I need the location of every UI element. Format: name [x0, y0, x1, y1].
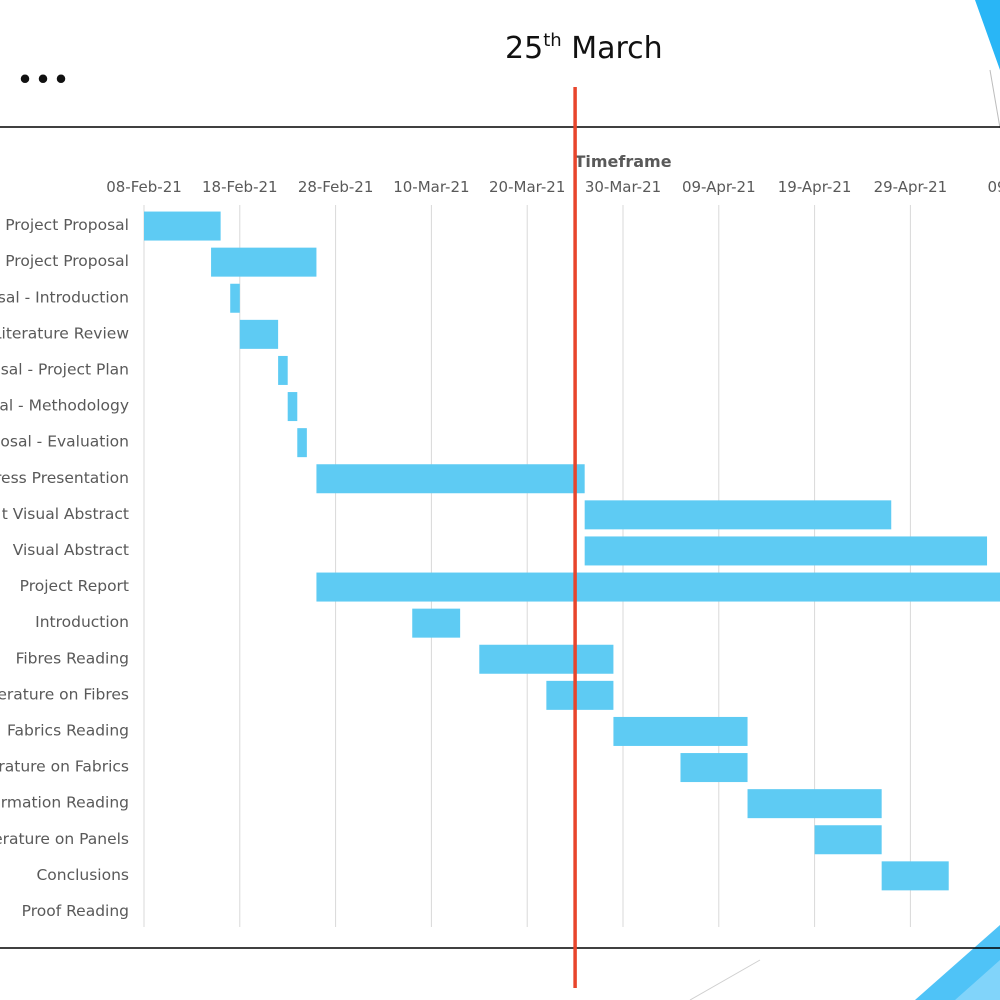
task-bar	[479, 644, 614, 674]
task-bar	[278, 355, 288, 385]
task-label: Fabrics Reading	[7, 721, 129, 739]
today-marker-day: 25	[505, 31, 544, 66]
task-bar	[412, 608, 461, 638]
task-bar	[613, 716, 748, 746]
task-bar	[881, 861, 949, 891]
task-label: erature on Fibres	[0, 685, 129, 703]
task-label: ress Presentation	[0, 469, 129, 487]
task-bar	[584, 536, 988, 566]
task-bar	[680, 753, 748, 783]
task-bars	[144, 211, 1000, 891]
task-label: Conclusions	[36, 866, 129, 884]
task-bar	[230, 283, 240, 313]
task-bar	[287, 392, 298, 422]
task-label: Literature Review	[0, 324, 129, 342]
x-axis-title: Timeframe	[574, 152, 671, 171]
task-bar	[584, 500, 892, 530]
task-label: Project Proposal	[5, 216, 129, 234]
task-bar	[316, 572, 1000, 602]
x-tick-label: 08-Feb-21	[106, 178, 182, 196]
task-label: Project Report	[20, 577, 129, 595]
task-bar	[144, 211, 221, 241]
task-label: osal - Evaluation	[0, 433, 129, 451]
task-bar	[239, 319, 279, 349]
task-label: Project Proposal	[5, 252, 129, 270]
today-marker-month: March	[571, 31, 663, 66]
task-bar	[316, 464, 585, 494]
today-marker-label: 25th March	[505, 30, 663, 66]
task-label: Proof Reading	[22, 902, 129, 920]
slide-title: s ...	[0, 18, 71, 98]
x-tick-label: 10-Mar-21	[393, 178, 469, 196]
x-tick-label: 19-Apr-21	[778, 178, 852, 196]
task-labels: Project Proposal Project Proposal sal - In…	[0, 216, 129, 920]
task-label: sal - Methodology	[0, 397, 129, 415]
task-bar	[211, 247, 317, 277]
task-label: sal - Introduction	[0, 288, 129, 306]
x-tick-label: 29-Apr-21	[874, 178, 948, 196]
x-tick-label: 30-Mar-21	[585, 178, 661, 196]
task-label: Introduction	[35, 613, 129, 631]
task-bar	[546, 680, 614, 710]
x-tick-label: 18-Feb-21	[202, 178, 278, 196]
task-bar	[814, 825, 882, 855]
gridlines	[143, 205, 911, 927]
task-label: erature on Panels	[0, 830, 129, 848]
task-label: t Visual Abstract	[2, 505, 129, 523]
x-tick-label: 09-Apr-21	[682, 178, 756, 196]
task-label: ormation Reading	[0, 794, 129, 812]
task-label: Fibres Reading	[16, 649, 129, 667]
task-label: Visual Abstract	[13, 541, 129, 559]
task-bar	[747, 789, 882, 819]
today-marker-suffix: th	[543, 30, 562, 51]
x-tick-label: 28-Feb-21	[298, 178, 374, 196]
task-label: osal - Project Plan	[0, 360, 129, 378]
x-axis-ticks: 08-Feb-21 18-Feb-21 28-Feb-21 10-Mar-21 20-M…	[106, 178, 1000, 196]
task-label: erature on Fabrics	[0, 758, 129, 776]
task-bar	[297, 428, 307, 458]
x-tick-label: 20-Mar-21	[489, 178, 565, 196]
x-tick-label: 09-M	[987, 178, 1000, 196]
